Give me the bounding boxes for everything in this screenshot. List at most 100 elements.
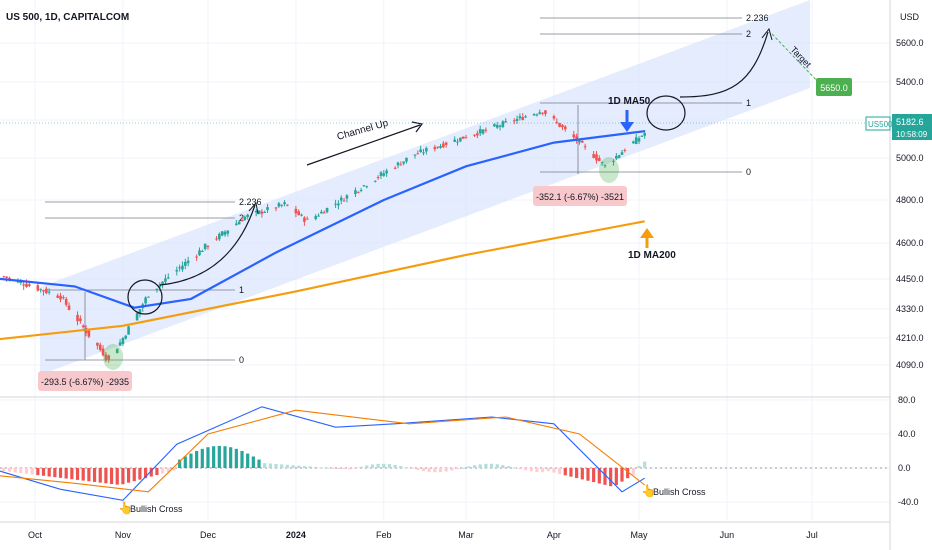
target-badge (816, 78, 852, 96)
macd-histogram-bar (36, 468, 40, 476)
price-tick: 4800.0 (896, 195, 924, 205)
candle-body (161, 281, 164, 285)
candle-body (442, 143, 445, 148)
macd-tick: 40.0 (898, 429, 916, 439)
bullish-cross-label-2: Bullish Cross (653, 487, 706, 497)
candle-body (223, 231, 227, 235)
macd-histogram-bar (251, 456, 255, 468)
macd-histogram-bar (609, 468, 613, 487)
candle-body (305, 218, 309, 220)
macd-histogram-bar (586, 468, 590, 481)
candle-body (19, 281, 23, 283)
candle-body (254, 210, 258, 213)
macd-histogram-bar (87, 468, 91, 482)
candle-body (484, 129, 488, 131)
macd-histogram-bar (643, 461, 647, 468)
candle-body (376, 177, 380, 179)
candle-body (76, 314, 79, 322)
candle-body (56, 295, 59, 298)
candle-body (237, 221, 241, 225)
ma50-arrow-head (620, 122, 634, 132)
macd-histogram-bar (387, 464, 392, 468)
ma200-label: 1D MA200 (628, 250, 676, 261)
macd-histogram-bar (24, 468, 29, 474)
candle-body (81, 325, 85, 328)
candle-body (518, 116, 522, 119)
macd-histogram-bar (626, 468, 630, 479)
candle-body (345, 195, 349, 199)
symbol-header: US 500, 1D, CAPITALCOM (6, 12, 129, 23)
candle-body (356, 191, 360, 193)
macd-tick: 0.0 (898, 463, 911, 473)
target-line (771, 33, 823, 87)
candle-body (297, 211, 301, 216)
macd-histogram-bar (138, 468, 142, 480)
candle-body (274, 207, 278, 209)
macd-histogram-bar (461, 467, 465, 469)
macd-histogram-bar (569, 468, 573, 477)
fib1-0-label: 0 (239, 355, 244, 365)
macd-histogram-bar (455, 468, 460, 470)
candle-body (512, 120, 516, 122)
macd-histogram-bar (552, 468, 556, 473)
candle-body (218, 233, 221, 240)
bullish-cross-label-1: Bullish Cross (130, 504, 183, 514)
candle-body (67, 305, 71, 310)
candle-body (405, 157, 408, 162)
candle-body (118, 342, 122, 346)
candle-body (98, 344, 102, 350)
candle-body (294, 208, 298, 214)
candle-body (317, 215, 320, 217)
macd-histogram-bar (274, 463, 278, 468)
candle-body (396, 162, 400, 166)
macd-histogram-bar (178, 459, 182, 468)
candle-body (592, 154, 595, 158)
candle-body (643, 133, 646, 136)
macd-histogram-bar (325, 467, 329, 469)
breakout-circle-2 (646, 95, 686, 131)
candle-body (322, 212, 326, 214)
time-tick: Oct (28, 530, 43, 540)
candle-body (416, 153, 420, 155)
price-tick: 4330.0 (896, 304, 924, 314)
macd-histogram-bar (234, 448, 238, 468)
candle-body (413, 154, 417, 156)
candle-body (175, 270, 179, 272)
candle-body (277, 203, 281, 207)
candle-body (595, 154, 598, 161)
macd-histogram-bar (212, 446, 216, 468)
candle-body (535, 114, 539, 116)
candle-body (422, 152, 425, 154)
candle-body (101, 348, 105, 356)
macd-line (0, 406, 645, 501)
time-tick: 2024 (286, 530, 306, 540)
candle-body (578, 140, 581, 143)
candle-body (164, 278, 167, 282)
candle-body (365, 186, 369, 188)
candle-body (59, 295, 62, 300)
macd-histogram-bar (501, 465, 505, 468)
macd-histogram-bar (172, 468, 176, 471)
macd-histogram-bar (121, 468, 125, 485)
candle-body (612, 161, 615, 163)
ticker-label: US500 (868, 120, 893, 129)
candle-body (339, 197, 343, 201)
macd-histogram-bar (365, 465, 369, 468)
candle-body (28, 284, 31, 286)
candle-body (201, 251, 204, 253)
price-axis-bg (890, 0, 932, 550)
candle-body (354, 190, 357, 195)
macd-histogram-bar (359, 466, 363, 468)
measure-2-box (533, 186, 627, 206)
macd-histogram-bar (614, 468, 618, 485)
macd-histogram-bar (438, 468, 443, 473)
candle-body (314, 216, 318, 220)
macd-histogram-bar (592, 468, 596, 483)
macd-histogram-bar (348, 468, 352, 470)
macd-histogram-bar (342, 468, 346, 470)
macd-histogram-bar (229, 447, 233, 468)
measure-1-box (38, 371, 132, 391)
candle-body (155, 288, 159, 290)
